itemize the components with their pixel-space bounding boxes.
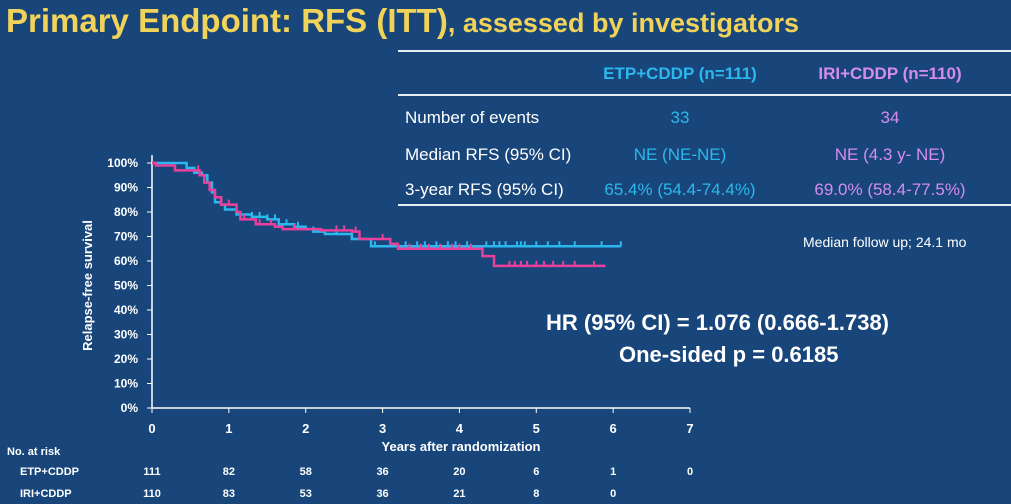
hazard-ratio: HR (95% CI) = 1.076 (0.666-1.738) (546, 310, 890, 335)
row-label-events: Number of events (405, 108, 540, 127)
x-tick-label: 2 (302, 421, 309, 436)
risk-value: 8 (533, 488, 540, 500)
km-curve-iri (152, 161, 606, 268)
title-sub: , assessed by investigators (447, 8, 799, 38)
risk-value: 53 (299, 488, 312, 500)
iri-median: NE (4.3 y- NE) (834, 145, 946, 164)
table-header-rule (398, 94, 1011, 96)
y-tick-label: 30% (114, 328, 138, 342)
header-iri: IRI+CDDP (n=110) (818, 64, 962, 83)
risk-value: 1 (610, 466, 617, 478)
title-main: Primary Endpoint: RFS (ITT) (6, 2, 448, 39)
iri-events: 34 (880, 108, 900, 127)
x-tick-label: 0 (148, 421, 155, 436)
etp-median: NE (NE-NE) (633, 145, 727, 164)
risk-value: 20 (453, 466, 466, 478)
risk-label-iri: IRI+CDDP (20, 488, 72, 500)
x-tick-label: 4 (456, 421, 464, 436)
slide-title: Primary Endpoint: RFS (ITT), assessed by… (6, 2, 799, 40)
y-tick-label: 20% (114, 352, 138, 366)
table-top-rule (398, 50, 1011, 52)
y-tick-label: 0% (121, 401, 139, 415)
risk-value: 21 (453, 488, 466, 500)
risk-title: No. at risk (7, 446, 61, 458)
risk-value: 36 (376, 466, 389, 478)
table-bottom-rule (398, 204, 1011, 206)
x-tick-label: 3 (379, 421, 386, 436)
risk-value: 0 (686, 466, 694, 478)
x-tick-label: 6 (610, 421, 617, 436)
x-axis-label: Years after randomization (382, 439, 541, 454)
x-tick-label: 5 (533, 421, 540, 436)
row-label-3yr: 3-year RFS (95% CI) (405, 180, 564, 199)
etp-events: 33 (670, 108, 690, 127)
risk-label-etp: ETP+CDDP (20, 466, 79, 478)
y-tick-label: 10% (114, 377, 138, 391)
p-value: One-sided p = 0.6185 (619, 342, 839, 367)
y-tick-label: 90% (114, 181, 138, 195)
y-tick-label: 50% (114, 279, 138, 293)
y-tick-label: 70% (114, 230, 138, 244)
risk-value: 111 (143, 466, 161, 478)
y-tick-label: 40% (114, 303, 138, 317)
x-tick-label: 1 (225, 421, 232, 436)
median-follow-up: Median follow up; 24.1 mo (803, 234, 967, 250)
x-tick-label: 7 (686, 421, 693, 436)
iri-3yr: 69.0% (58.4-77.5%) (814, 180, 966, 199)
y-axis-label: Relapse-free survival (80, 220, 95, 351)
risk-value: 110 (143, 488, 161, 500)
risk-value: 0 (610, 488, 617, 500)
y-tick-label: 100% (107, 156, 138, 170)
risk-value: 6 (533, 466, 540, 478)
etp-3yr: 65.4% (54.4-74.4%) (604, 180, 756, 199)
y-tick-label: 80% (114, 205, 138, 219)
row-label-median: Median RFS (95% CI) (405, 145, 572, 164)
risk-value: 82 (222, 466, 235, 478)
risk-value: 58 (299, 466, 312, 478)
risk-value: 83 (222, 488, 235, 500)
risk-value: 36 (376, 488, 389, 500)
y-tick-label: 60% (114, 254, 138, 268)
header-etp: ETP+CDDP (n=111) (603, 64, 757, 83)
